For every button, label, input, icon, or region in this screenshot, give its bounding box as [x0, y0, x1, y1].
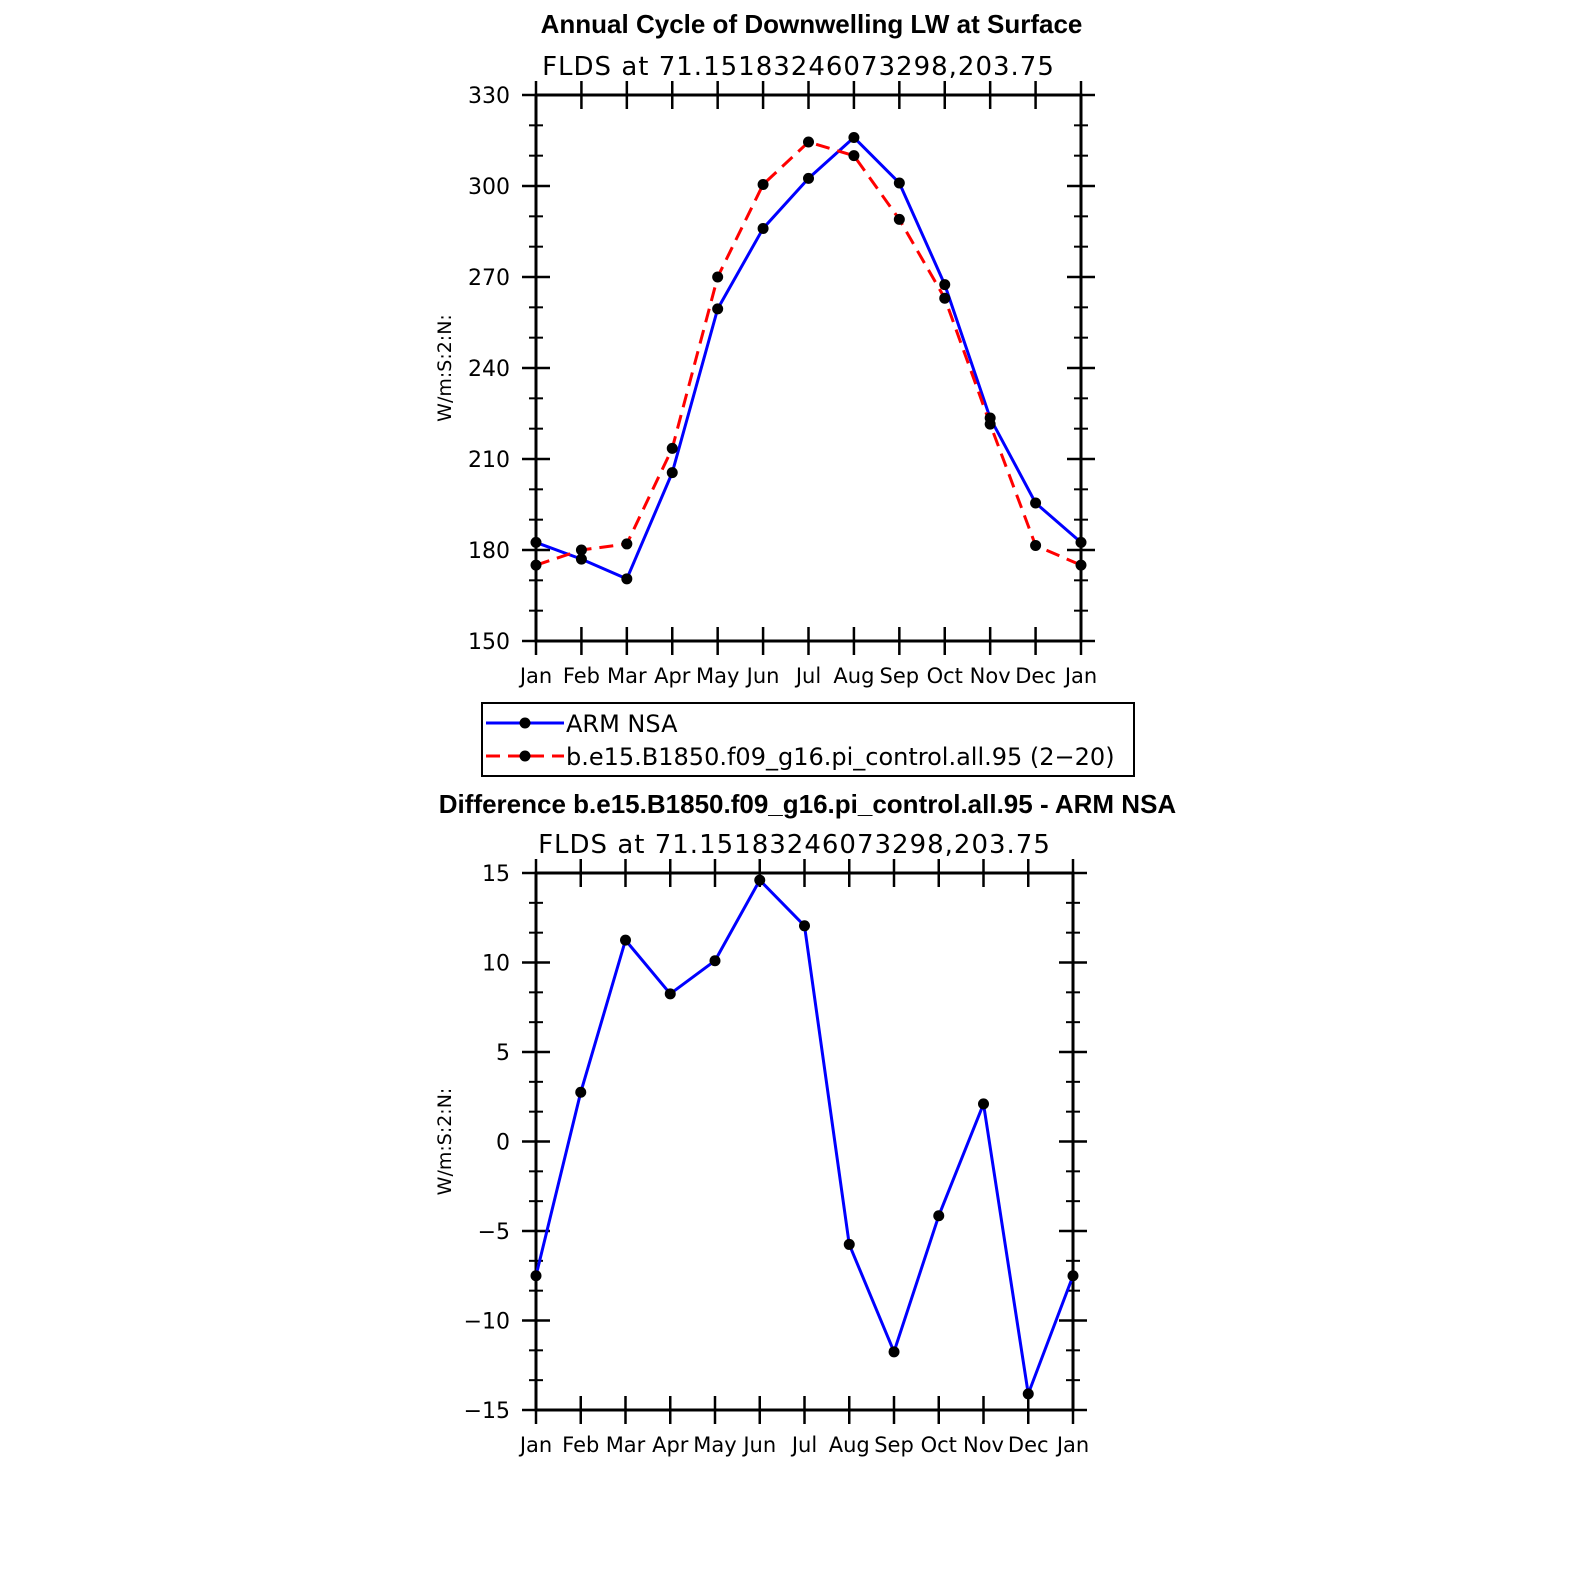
data-point-0: [757, 222, 769, 234]
y-tick-label: 15: [482, 862, 510, 887]
data-point-0: [754, 874, 766, 886]
x-tick-label: Jul: [790, 1433, 817, 1457]
data-point-0: [848, 131, 860, 143]
data-point-0: [1030, 497, 1042, 509]
x-tick-label: Sep: [874, 1433, 914, 1457]
y-tick-label: 0: [496, 1131, 510, 1156]
y-tick-label: 270: [468, 266, 510, 291]
data-point-1: [848, 150, 860, 162]
series-line-0: [535, 135, 1082, 581]
data-point-1: [712, 271, 724, 283]
data-point-0: [664, 988, 676, 1000]
x-tick-label: Jul: [794, 664, 821, 688]
data-point-0: [620, 934, 631, 946]
y-tick-label: 5: [496, 1041, 510, 1066]
legend-label-0: ARM NSA: [566, 710, 678, 738]
data-point-0: [933, 1210, 945, 1222]
x-tick-label: Feb: [563, 664, 600, 688]
y-tick-label: −15: [464, 1399, 510, 1424]
data-point-1: [893, 213, 905, 225]
legend-box: [481, 702, 1135, 777]
chart-title: Difference b.e15.B1850.f09_g16.pi_contro…: [439, 789, 1177, 819]
difference-chart: Difference b.e15.B1850.f09_g16.pi_contro…: [434, 789, 1176, 1457]
x-tick-label: Mar: [606, 1433, 646, 1457]
y-tick-label: −10: [464, 1310, 510, 1335]
y-tick-label: 300: [468, 175, 510, 200]
data-point-0: [666, 467, 678, 479]
x-tick-label: Sep: [880, 664, 920, 688]
series-line-1: [535, 140, 1082, 567]
data-point-0: [843, 1238, 855, 1250]
y-tick-label: 210: [468, 448, 510, 473]
data-point-0: [709, 955, 721, 967]
plot-frame: [534, 871, 1075, 1412]
data-point-0: [888, 1346, 900, 1358]
data-point-1: [1075, 559, 1087, 571]
data-point-0: [939, 279, 951, 291]
data-point-0: [621, 573, 633, 585]
data-point-1: [1030, 539, 1042, 551]
data-point-0: [1022, 1388, 1034, 1400]
data-point-0: [530, 536, 542, 548]
legend-label-1: b.e15.B1850.f09_g16.pi_control.all.95 (2…: [566, 743, 1115, 771]
annual-cycle-legend: ARM NSA b.e15.B1850.f09_g16.pi_control.al…: [481, 702, 1135, 777]
x-tick-label: Jan: [1063, 664, 1097, 688]
data-point-0: [712, 303, 724, 315]
x-tick-label: Oct: [921, 1433, 957, 1457]
data-point-1: [575, 544, 587, 556]
x-tick-label: Dec: [1015, 664, 1056, 688]
data-point-0: [575, 553, 587, 565]
x-tick-label: Mar: [607, 664, 647, 688]
data-point-1: [666, 442, 678, 454]
x-tick-label: May: [693, 1433, 736, 1457]
data-point-0: [799, 920, 810, 932]
data-point-1: [757, 178, 769, 190]
x-tick-label: Nov: [970, 664, 1011, 688]
x-tick-label: Nov: [963, 1433, 1004, 1457]
y-axis-label: W/m:S:2:N:: [434, 314, 456, 422]
data-point-0: [1075, 536, 1087, 548]
x-tick-label: Dec: [1008, 1433, 1049, 1457]
data-point-1: [621, 538, 633, 550]
chart-title: Annual Cycle of Downwelling LW at Surfac…: [541, 9, 1083, 39]
data-point-1: [984, 418, 996, 430]
x-tick-label: Jan: [1055, 1433, 1089, 1457]
x-tick-label: Jan: [518, 1433, 552, 1457]
data-point-0: [1067, 1270, 1079, 1282]
data-point-0: [575, 1086, 587, 1098]
x-tick-label: Apr: [652, 1433, 689, 1457]
data-point-0: [530, 1270, 542, 1282]
y-tick-label: 150: [468, 630, 510, 655]
y-tick-label: 10: [482, 952, 510, 977]
legend-marker-1: [519, 750, 531, 762]
y-axis-label: W/m:S:2:N:: [434, 1088, 456, 1196]
y-tick-label: −5: [478, 1220, 510, 1245]
x-tick-label: Jun: [741, 1433, 776, 1457]
data-point-0: [803, 172, 814, 184]
data-point-1: [530, 559, 542, 571]
legend-marker-0: [519, 717, 531, 729]
x-tick-label: Feb: [562, 1433, 599, 1457]
data-point-1: [939, 292, 951, 304]
annual-cycle-chart: Annual Cycle of Downwelling LW at Surfac…: [434, 9, 1097, 688]
x-tick-label: Apr: [654, 664, 691, 688]
y-tick-label: 180: [468, 539, 510, 564]
data-point-0: [978, 1098, 989, 1110]
data-point-1: [803, 136, 814, 148]
x-tick-label: Jan: [518, 664, 552, 688]
data-point-0: [893, 177, 905, 189]
chart-subtitle: FLDS at 71.15183246073298,203.75: [538, 830, 1051, 860]
x-tick-label: Jun: [745, 664, 780, 688]
x-tick-label: May: [696, 664, 739, 688]
y-tick-label: 240: [468, 357, 510, 382]
x-tick-label: Aug: [829, 1433, 870, 1457]
chart-subtitle: FLDS at 71.15183246073298,203.75: [542, 52, 1055, 82]
series-line-0: [534, 878, 1075, 1396]
x-tick-label: Aug: [833, 664, 874, 688]
x-tick-label: Oct: [927, 664, 963, 688]
y-tick-label: 330: [468, 84, 510, 109]
